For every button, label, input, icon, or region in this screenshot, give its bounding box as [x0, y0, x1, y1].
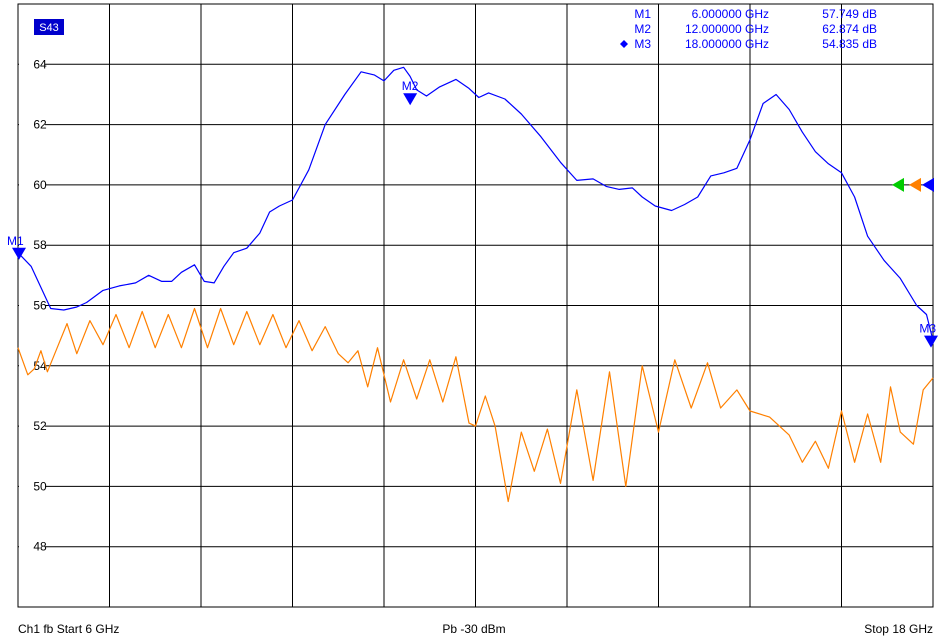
- marker-triangle[interactable]: [12, 247, 26, 260]
- y-tick-label: 52: [33, 419, 47, 433]
- traces: [17, 66, 934, 503]
- footer-stop: Stop 18 GHz: [864, 622, 933, 636]
- reference-level-arrow[interactable]: [892, 177, 904, 192]
- y-tick-bg: [19, 56, 45, 73]
- marker-table-value: 62.874 dB: [822, 22, 877, 36]
- reference-arrows: [892, 177, 934, 192]
- trace-1-line: [17, 66, 934, 341]
- y-tick-bg: [19, 176, 45, 193]
- footer-power: Pb -30 dBm: [442, 622, 505, 636]
- marker-table-freq: 18.000000 GHz: [685, 37, 769, 51]
- y-tick-bg: [19, 538, 45, 555]
- y-tick-bg: [19, 116, 45, 133]
- marker-table-label: M3: [634, 37, 651, 51]
- marker-table-freq: 12.000000 GHz: [685, 22, 769, 36]
- reference-level-arrow[interactable]: [909, 177, 921, 192]
- reference-level-arrow[interactable]: [922, 177, 934, 192]
- y-tick-bg: [19, 418, 45, 435]
- marker-table: M1 6.000000 GHz 57.749 dB M2 12.000000 GHz 62…: [620, 7, 877, 51]
- trace-badge[interactable]: S43: [34, 19, 64, 35]
- marker-table-value: 57.749 dB: [822, 7, 877, 21]
- marker-table-label: M2: [634, 22, 651, 36]
- marker-label: M2: [402, 79, 419, 93]
- y-tick-bg: [19, 237, 45, 254]
- marker-table-label: M1: [634, 7, 651, 21]
- trace-badge-label: S43: [39, 22, 59, 34]
- footer-start: Ch1 fb Start 6 GHz: [18, 622, 119, 636]
- marker-table-freq: 6.000000 GHz: [692, 7, 769, 21]
- y-tick-label: 62: [33, 118, 47, 132]
- marker-triangle[interactable]: [924, 335, 938, 348]
- y-tick-bg: [19, 297, 45, 314]
- y-tick-label: 50: [33, 479, 47, 493]
- y-tick-label: 60: [33, 178, 47, 192]
- y-tick-label: 56: [33, 299, 47, 313]
- y-tick-bg: [19, 478, 45, 495]
- y-tick-label: 64: [33, 57, 47, 71]
- y-tick-label: 48: [33, 540, 47, 554]
- marker-label: M3: [919, 322, 936, 336]
- y-tick-label: 58: [33, 238, 47, 252]
- trace-2-line: [17, 307, 934, 503]
- markers: M1 M2 M3: [7, 79, 938, 348]
- marker-table-value: 54.835 dB: [822, 37, 877, 51]
- marker-triangle[interactable]: [403, 93, 418, 106]
- active-marker-diamond: [620, 40, 628, 48]
- marker-label: M1: [7, 234, 24, 248]
